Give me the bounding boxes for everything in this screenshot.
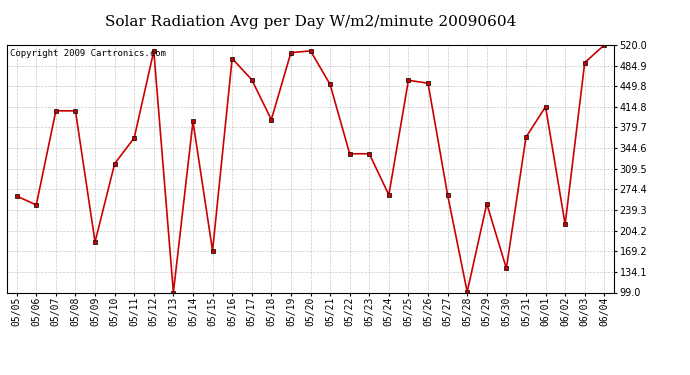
Text: Solar Radiation Avg per Day W/m2/minute 20090604: Solar Radiation Avg per Day W/m2/minute … (105, 15, 516, 29)
Text: Copyright 2009 Cartronics.com: Copyright 2009 Cartronics.com (10, 49, 166, 58)
